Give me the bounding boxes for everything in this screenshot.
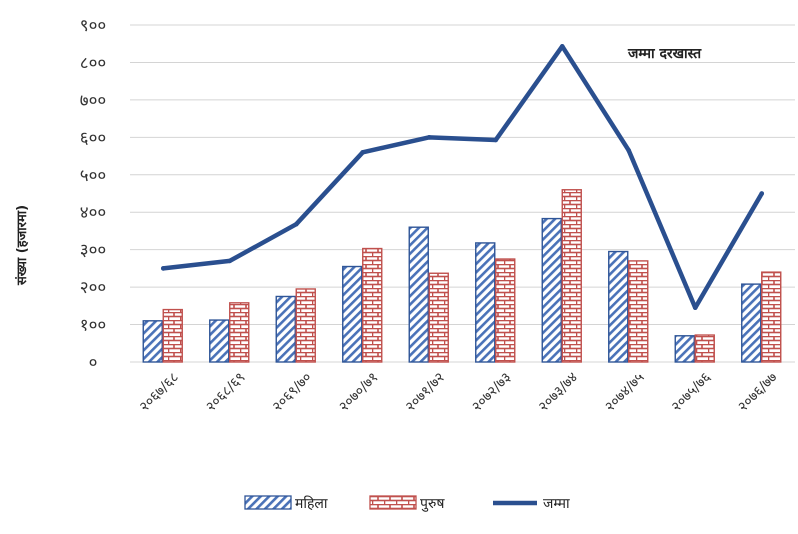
legend-label: जम्मा (543, 496, 570, 512)
bar-female (142, 320, 163, 363)
y-tick-label: ७०० (80, 91, 107, 111)
bar-female (408, 226, 429, 363)
bar-male (694, 334, 715, 363)
bars (142, 189, 782, 363)
x-tick-label: २०६८/६९ (203, 370, 249, 416)
bar-male (561, 189, 582, 363)
y-tick-label: ४०० (80, 203, 107, 223)
total-annotation: जम्मा दरखास्त (627, 46, 702, 62)
line-point (160, 266, 166, 271)
line-point (493, 137, 499, 143)
x-tick-label: २०७५/७६ (669, 370, 715, 416)
y-tick-label: १०० (80, 316, 107, 336)
legend: महिला पुरुष जम्मा (244, 495, 570, 512)
series-line-total (161, 44, 764, 310)
bar-female (741, 283, 762, 363)
bar-female (608, 250, 629, 363)
bar-male (229, 302, 250, 363)
y-tick-label: २०० (80, 278, 107, 298)
total-line (160, 44, 765, 311)
line-point (759, 191, 765, 196)
line-point (626, 148, 632, 153)
bar-female (674, 335, 695, 363)
line-point (227, 258, 233, 264)
y-tick-label: ५०० (80, 166, 107, 186)
x-tick-label: २०७०/७१ (336, 370, 382, 416)
y-tick-label: ८०० (80, 53, 107, 73)
line-point (692, 305, 698, 311)
y-tick-label: ३०० (80, 241, 107, 261)
bar-male (628, 260, 649, 363)
x-tick-label: २०६९/७० (270, 370, 316, 416)
x-tick-label: २०७२/७३ (469, 370, 515, 416)
bar-male (428, 272, 449, 363)
bar-male (162, 308, 183, 363)
line-point (559, 44, 565, 49)
y-tick-label: ९०० (80, 16, 107, 36)
x-tick-label: २०७१/७२ (403, 370, 449, 416)
bar-female (475, 242, 496, 363)
x-tick-label: २०७३/७४ (536, 370, 582, 416)
bar-male (761, 271, 782, 363)
bar-male (495, 258, 516, 363)
legend-label: पुरुष (420, 496, 445, 512)
y-axis-title: संख्या (हजारमा) (14, 205, 30, 286)
bar-female (342, 265, 363, 363)
y-tick-label: ६०० (80, 128, 107, 148)
line-point (426, 135, 432, 140)
bar-male (295, 288, 316, 363)
bar-male (362, 247, 383, 363)
x-tick-label: २०७४/७५ (602, 370, 648, 416)
legend-swatch (244, 495, 292, 510)
y-tick-label: ० (89, 353, 98, 373)
bar-female (541, 217, 562, 363)
line-point (360, 150, 366, 155)
bar-female (209, 319, 230, 363)
x-tick-label: २०६७/६८ (137, 370, 183, 416)
legend-label: महिला (295, 495, 328, 512)
x-tick-label: २०७६/७७ (735, 370, 781, 416)
legend-swatch (369, 495, 417, 510)
line-point (293, 221, 299, 227)
bar-female (275, 295, 296, 363)
